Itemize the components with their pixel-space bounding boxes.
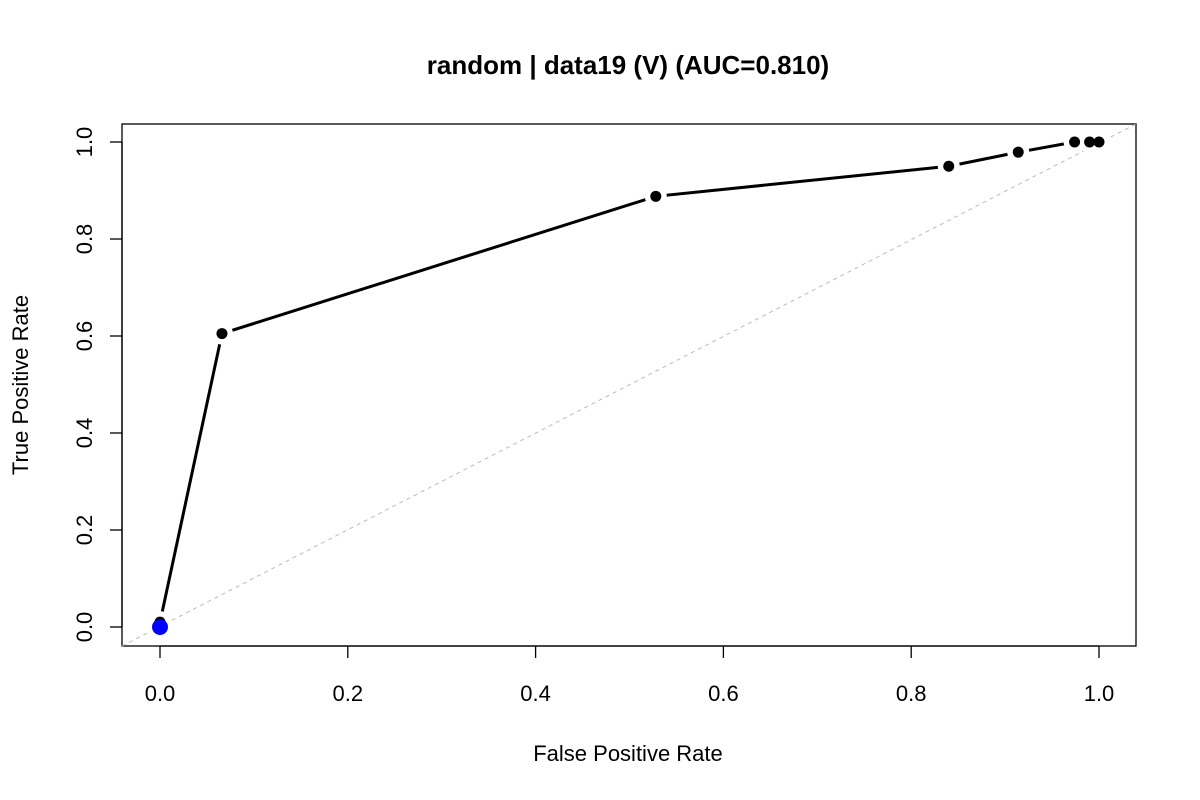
roc-point [650,190,662,202]
reference-diagonal-layer [121,123,1137,647]
y-axis: 0.0 0.2 0.4 0.6 0.8 1.0 [72,127,123,643]
y-tick-label: 1.0 [72,127,97,158]
x-tick-label: 0.0 [145,681,176,706]
y-tick-label: 0.0 [72,612,97,643]
x-tick-label: 0.4 [520,681,551,706]
x-tick-label: 1.0 [1084,681,1115,706]
reference-diagonal-line [121,123,1137,647]
roc-points-layer [149,131,1110,638]
x-tick-label: 0.8 [896,681,927,706]
roc-point [1012,146,1024,158]
roc-point [1093,136,1105,148]
y-tick-label: 0.8 [72,224,97,255]
roc-point [943,160,955,172]
roc-point [1069,136,1081,148]
x-tick-label: 0.2 [333,681,364,706]
roc-segment [221,194,657,336]
chart-title: random | data19 (V) (AUC=0.810) [427,50,829,80]
roc-point [216,328,228,340]
roc-segment [655,164,949,198]
roc-segment [948,150,1019,168]
roc-segment [158,333,224,623]
x-tick-label: 0.6 [708,681,739,706]
y-tick-label: 0.4 [72,418,97,449]
x-axis: 0.0 0.2 0.4 0.6 0.8 1.0 [145,645,1115,706]
roc-point [1084,136,1096,148]
x-axis-label: False Positive Rate [533,741,723,766]
y-tick-label: 0.6 [72,321,97,352]
y-axis-label: True Positive Rate [8,295,33,475]
y-tick-label: 0.2 [72,515,97,546]
highlight-point [152,619,168,635]
roc-curve-layer [158,140,1099,627]
